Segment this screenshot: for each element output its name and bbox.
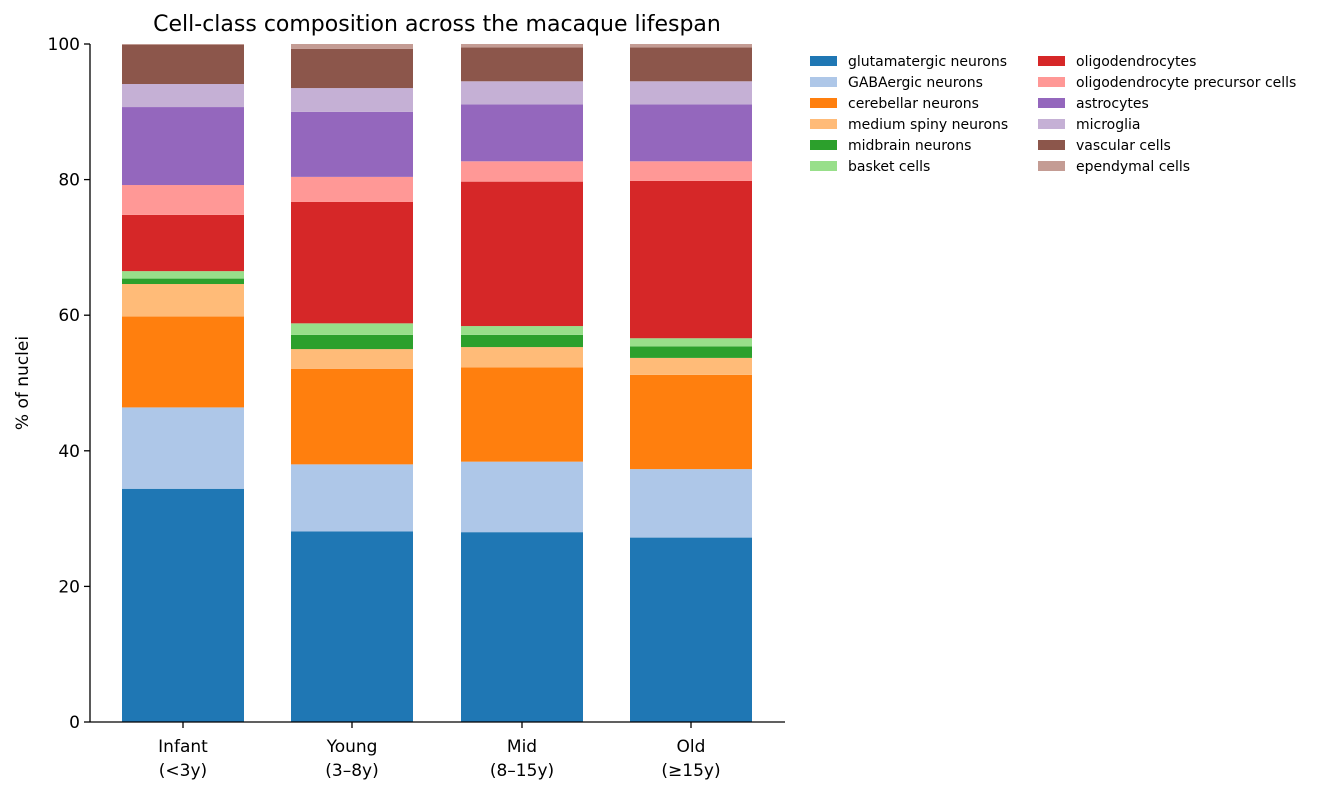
legend-swatch-3	[810, 119, 837, 129]
bar-segment-3-6	[630, 180, 752, 339]
bar-segment-1-5	[291, 323, 413, 335]
bar-segment-2-8	[461, 104, 583, 162]
y-tick-label-4: 80	[58, 171, 80, 191]
x-tick-label-0-1: (<3y)	[159, 761, 207, 781]
bar-segment-1-0	[291, 531, 413, 722]
bar-segment-1-11	[291, 44, 413, 49]
bar-segment-2-11	[461, 44, 583, 48]
legend-label-1: GABAergic neurons	[848, 75, 983, 91]
legend-label-7: oligodendrocyte precursor cells	[1076, 75, 1296, 91]
legend-label-5: basket cells	[848, 159, 930, 175]
bar-segment-0-3	[122, 284, 244, 317]
legend-swatch-9	[1038, 119, 1065, 129]
bar-segment-0-4	[122, 278, 244, 285]
x-tick-label-2-1: (8–15y)	[490, 761, 554, 781]
legend-label-11: ependymal cells	[1076, 159, 1190, 175]
bar-segment-1-2	[291, 368, 413, 465]
y-tick-label-5: 100	[48, 35, 80, 55]
bar-segment-2-3	[461, 347, 583, 368]
bar-segment-3-5	[630, 338, 752, 347]
bar-segment-0-2	[122, 316, 244, 408]
legend-label-10: vascular cells	[1076, 138, 1171, 154]
axes-group: 0 20 40 60 80 100 Infant (<3y) Young (3–8y) Mid (8–…	[48, 35, 785, 781]
bar-segment-2-10	[461, 47, 583, 82]
legend-swatch-6	[1038, 56, 1065, 66]
bar-segment-3-9	[630, 81, 752, 105]
bar-segment-2-2	[461, 367, 583, 462]
bar-segment-3-1	[630, 469, 752, 538]
legend: glutamatergic neurons GABAergic neurons ce…	[810, 54, 1296, 175]
x-tick-label-3-1: (≥15y)	[661, 761, 720, 781]
chart-title: Cell-class composition across the macaqu…	[153, 12, 721, 37]
bar-segment-1-8	[291, 111, 413, 177]
legend-swatch-2	[810, 98, 837, 108]
legend-label-9: microglia	[1076, 117, 1140, 133]
bar-segment-1-6	[291, 201, 413, 324]
legend-swatch-8	[1038, 98, 1065, 108]
bar-segment-0-11	[122, 44, 244, 45]
legend-label-0: glutamatergic neurons	[848, 54, 1007, 70]
x-tick-label-1-0: Young	[326, 737, 378, 757]
bar-segment-0-9	[122, 84, 244, 108]
bar-segment-0-0	[122, 488, 244, 722]
bar-segment-0-7	[122, 185, 244, 215]
bar-segment-2-6	[461, 181, 583, 327]
bar-segment-1-7	[291, 176, 413, 202]
legend-label-4: midbrain neurons	[848, 138, 971, 154]
bar-segment-3-4	[630, 346, 752, 358]
bar-segment-1-9	[291, 88, 413, 112]
bar-segment-1-3	[291, 349, 413, 369]
bar-segment-0-1	[122, 407, 244, 489]
bar-segment-3-11	[630, 44, 752, 48]
bar-segment-2-4	[461, 334, 583, 348]
y-tick-label-3: 60	[58, 306, 80, 326]
bar-segment-0-8	[122, 107, 244, 186]
legend-swatch-5	[810, 161, 837, 171]
bar-segment-0-6	[122, 214, 244, 272]
bar-segment-3-2	[630, 374, 752, 470]
x-tick-label-0-0: Infant	[158, 737, 208, 757]
bar-segment-2-9	[461, 81, 583, 105]
legend-label-3: medium spiny neurons	[848, 117, 1008, 133]
bar-segment-0-10	[122, 44, 244, 85]
legend-swatch-10	[1038, 140, 1065, 150]
bar-segment-3-3	[630, 357, 752, 375]
legend-swatch-11	[1038, 161, 1065, 171]
bar-segment-1-4	[291, 334, 413, 350]
x-tick-label-2-0: Mid	[507, 737, 537, 757]
legend-label-8: astrocytes	[1076, 96, 1149, 112]
y-tick-label-0: 0	[69, 713, 80, 733]
legend-swatch-4	[810, 140, 837, 150]
bar-segment-1-10	[291, 48, 413, 89]
bar-segment-3-8	[630, 104, 752, 162]
y-tick-label-1: 20	[58, 577, 80, 597]
bar-segment-3-7	[630, 161, 752, 181]
bar-segment-2-7	[461, 161, 583, 182]
bar-segment-2-5	[461, 326, 583, 335]
legend-swatch-1	[810, 77, 837, 87]
x-tick-label-3-0: Old	[677, 737, 706, 757]
bars-group	[122, 44, 752, 722]
bar-segment-2-0	[461, 532, 583, 722]
x-tick-label-1-1: (3–8y)	[325, 761, 378, 781]
y-tick-label-2: 40	[58, 442, 80, 462]
legend-label-2: cerebellar neurons	[848, 96, 979, 112]
legend-swatch-7	[1038, 77, 1065, 87]
bar-segment-1-1	[291, 464, 413, 532]
bar-segment-3-0	[630, 537, 752, 722]
bar-segment-3-10	[630, 47, 752, 82]
legend-label-6: oligodendrocytes	[1076, 54, 1196, 70]
bar-segment-2-1	[461, 461, 583, 533]
legend-swatch-0	[810, 56, 837, 66]
y-axis-label: % of nuclei	[13, 336, 33, 430]
bar-segment-0-5	[122, 271, 244, 279]
